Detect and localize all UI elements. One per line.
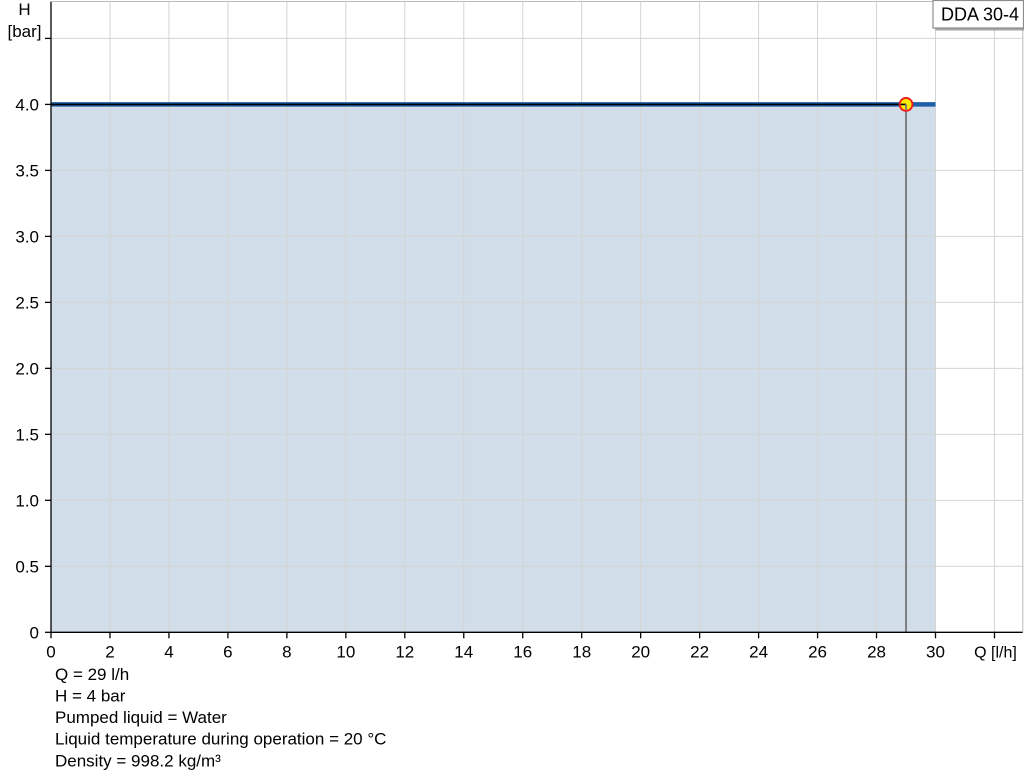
svg-text:Q = 29 l/h: Q = 29 l/h [55, 665, 129, 684]
svg-text:Q [l/h]: Q [l/h] [974, 644, 1017, 661]
svg-text:1.5: 1.5 [15, 425, 39, 444]
svg-text:0: 0 [46, 642, 55, 661]
svg-text:22: 22 [690, 642, 709, 661]
svg-text:H: H [18, 0, 30, 19]
svg-text:24: 24 [749, 642, 768, 661]
svg-text:12: 12 [395, 642, 414, 661]
svg-text:Liquid temperature during oper: Liquid temperature during operation = 20… [55, 730, 386, 749]
svg-text:0: 0 [30, 623, 39, 642]
svg-text:3.5: 3.5 [15, 161, 39, 180]
svg-text:3.0: 3.0 [15, 227, 39, 246]
svg-text:28: 28 [867, 642, 886, 661]
svg-text:26: 26 [808, 642, 827, 661]
svg-text:2.5: 2.5 [15, 293, 39, 312]
svg-text:4: 4 [164, 642, 173, 661]
svg-text:DDA 30-4: DDA 30-4 [941, 5, 1019, 25]
svg-text:2: 2 [105, 642, 114, 661]
svg-text:6: 6 [223, 642, 232, 661]
svg-text:20: 20 [631, 642, 650, 661]
svg-text:H = 4 bar: H = 4 bar [55, 687, 126, 706]
svg-text:8: 8 [282, 642, 291, 661]
svg-text:10: 10 [336, 642, 355, 661]
svg-text:Pumped liquid = Water: Pumped liquid = Water [55, 708, 227, 727]
svg-text:0.5: 0.5 [15, 557, 39, 576]
svg-text:14: 14 [454, 642, 473, 661]
svg-text:30: 30 [926, 642, 945, 661]
svg-text:18: 18 [572, 642, 591, 661]
svg-text:Density = 998.2 kg/m³: Density = 998.2 kg/m³ [55, 751, 221, 770]
svg-text:16: 16 [513, 642, 532, 661]
svg-text:1.0: 1.0 [15, 491, 39, 510]
svg-text:[bar]: [bar] [7, 22, 41, 41]
svg-text:2.0: 2.0 [15, 359, 39, 378]
svg-text:4.0: 4.0 [15, 95, 39, 114]
